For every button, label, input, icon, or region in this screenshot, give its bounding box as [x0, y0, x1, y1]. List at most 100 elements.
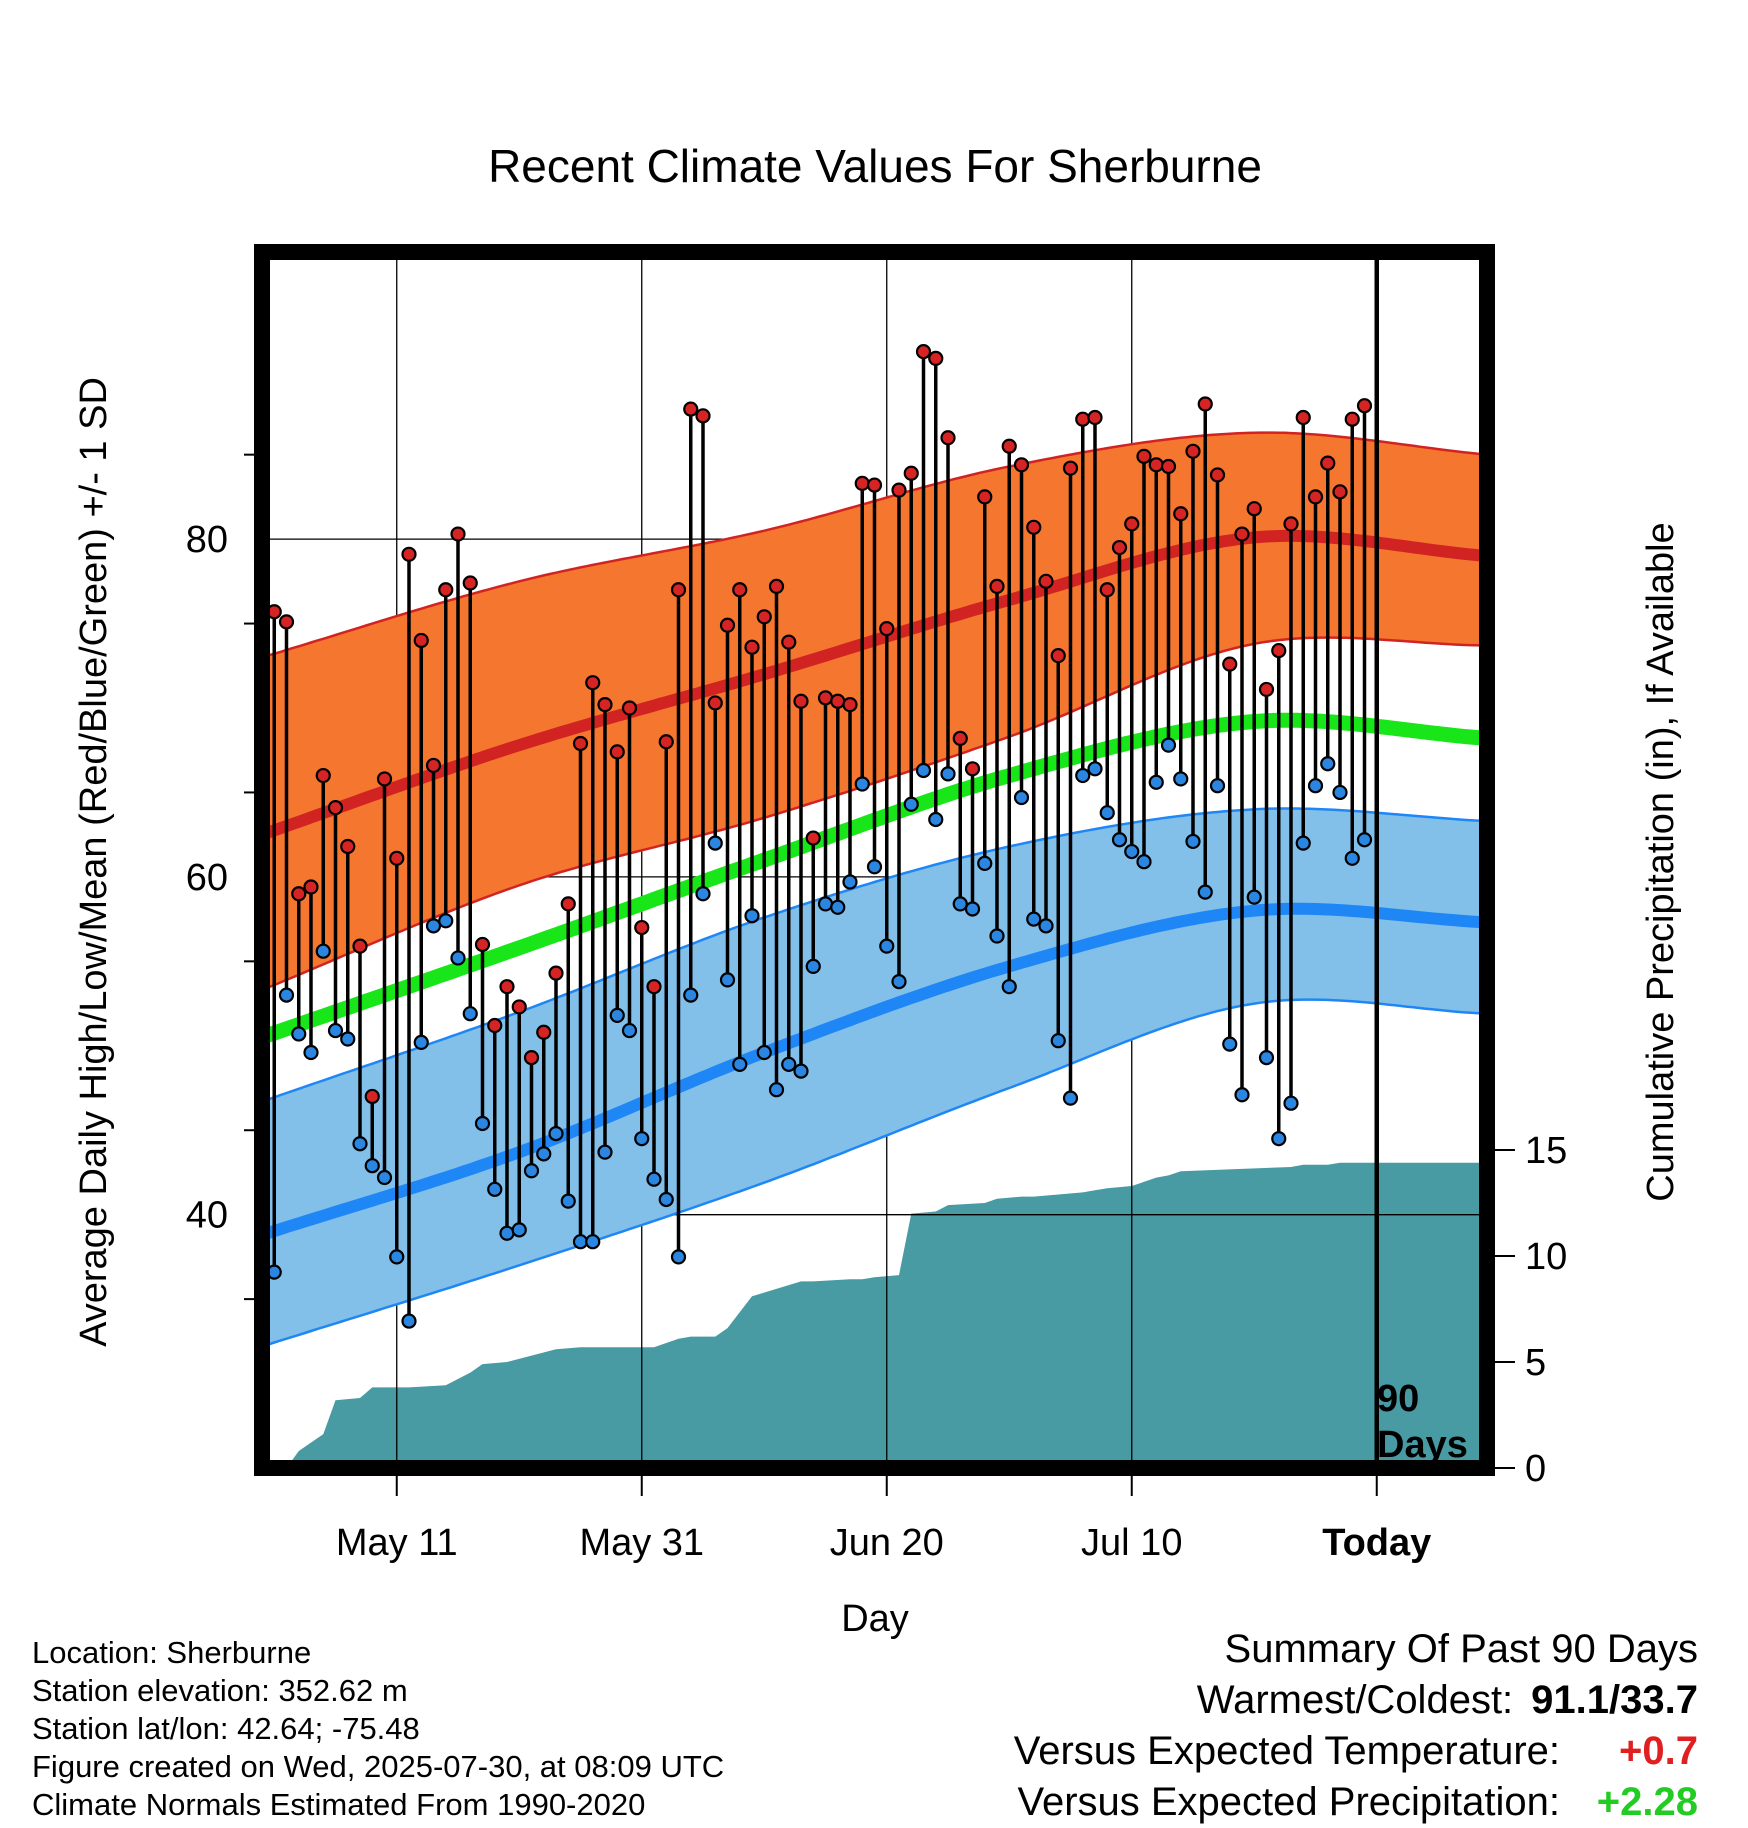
daily-low-point [511, 1222, 527, 1238]
today-days-label-2: Days [1377, 1424, 1468, 1466]
precip-delta-value: +2.28 [1596, 1780, 1698, 1824]
daily-low-point [879, 938, 895, 954]
x-tick-label: May 31 [579, 1522, 704, 1564]
daily-low-point [744, 908, 760, 924]
daily-high-point [695, 408, 711, 424]
daily-high-point [523, 1049, 540, 1066]
warm-cold-label: Warmest/Coldest: [1196, 1678, 1514, 1722]
daily-low-point [854, 776, 870, 792]
daily-high-point [572, 735, 589, 752]
y-right-tick-label: 10 [1525, 1236, 1567, 1278]
daily-low-point [756, 1044, 772, 1061]
daily-low-point [830, 899, 846, 915]
daily-high-point [1026, 519, 1042, 535]
daily-high-point [1124, 516, 1140, 532]
daily-high-point [732, 582, 748, 598]
daily-high-point [352, 938, 368, 954]
y-left-tick-label: 60 [186, 857, 228, 899]
y-right-tick-label: 0 [1525, 1448, 1546, 1490]
daily-low-point [352, 1136, 368, 1152]
daily-high-point [866, 477, 883, 493]
daily-low-point [952, 896, 968, 912]
normal-low-line [262, 902, 1487, 1241]
summary-temp: Versus Expected Temperature: +0.7 [1014, 1726, 1698, 1777]
daily-high-point [376, 771, 393, 787]
x-axis-label: Day [841, 1598, 909, 1640]
warm-cold-value: 91.1/33.7 [1531, 1678, 1698, 1722]
daily-high-point [928, 350, 944, 366]
daily-high-point [474, 936, 491, 953]
daily-high-point [585, 675, 601, 691]
daily-low-point [597, 1144, 613, 1160]
daily-low-point [1234, 1087, 1250, 1103]
daily-low-point [621, 1022, 638, 1039]
daily-high-point [1038, 573, 1054, 589]
daily-high-point [989, 578, 1005, 595]
daily-low-point [891, 973, 907, 990]
daily-low-point [915, 762, 932, 779]
daily-high-point [842, 697, 858, 713]
daily-low-point [1222, 1036, 1238, 1052]
daily-low-point [548, 1125, 564, 1142]
daily-low-point [536, 1146, 552, 1162]
daily-high-point [278, 614, 295, 630]
daily-high-point [670, 582, 687, 598]
daily-high-point [744, 639, 760, 655]
daily-low-point [793, 1063, 809, 1079]
daily-low-point [1295, 835, 1311, 851]
y-left-tick-label: 80 [186, 519, 228, 561]
daily-low-point [1111, 832, 1128, 848]
daily-low-point [327, 1022, 344, 1039]
today-days-label-1: 90 [1377, 1378, 1419, 1420]
daily-low-point [732, 1056, 748, 1072]
daily-low-point [989, 928, 1005, 944]
daily-low-point [1197, 884, 1213, 900]
y-right-tick-label: 15 [1525, 1130, 1567, 1172]
daily-low-point [1013, 789, 1030, 806]
daily-high-point [499, 979, 515, 995]
x-tick-label: Jun 20 [830, 1522, 944, 1564]
daily-low-point [1160, 737, 1177, 753]
x-tick-label: Today [1322, 1522, 1431, 1564]
daily-low-point [1075, 767, 1091, 784]
daily-high-point [462, 575, 478, 591]
daily-high-point [621, 700, 638, 716]
daily-high-point [327, 800, 344, 816]
daily-high-point [1246, 501, 1262, 517]
daily-high-point [1234, 526, 1250, 542]
daily-high-point [1013, 457, 1030, 473]
normal-low-band-upper-edge [262, 807, 1487, 1103]
daily-high-point [597, 697, 613, 713]
daily-low-point [462, 1006, 478, 1022]
daily-low-point [425, 918, 442, 934]
daily-high-point [1087, 409, 1103, 426]
daily-low-point [719, 972, 736, 988]
daily-low-point [1307, 778, 1324, 794]
daily-low-point [572, 1234, 589, 1250]
daily-low-point [1136, 854, 1152, 870]
daily-high-point [401, 546, 417, 562]
daily-points [266, 344, 1373, 1329]
daily-high-point [389, 850, 405, 866]
daily-low-point [303, 1044, 319, 1061]
daily-high-point [879, 621, 895, 637]
daily-low-point [340, 1031, 356, 1047]
daily-low-point [1173, 771, 1189, 787]
station-info: Location: Sherburne Station elevation: 3… [32, 1634, 724, 1824]
daily-high-point [1209, 467, 1226, 483]
daily-low-point [634, 1131, 650, 1147]
daily-low-point [1185, 833, 1201, 850]
daily-low-point [291, 1026, 307, 1042]
chart-title: Recent Climate Values For Sherburne [488, 140, 1262, 192]
precipitation-fill [262, 1162, 1487, 1468]
daily-low-point [1246, 889, 1262, 905]
daily-high-point [536, 1024, 552, 1040]
daily-high-point [891, 482, 907, 498]
daily-low-point [1320, 756, 1336, 772]
y-left-tick-label: 40 [186, 1195, 228, 1237]
daily-high-point [781, 634, 797, 650]
normals-text: Climate Normals Estimated From 1990-2020 [32, 1787, 646, 1822]
daily-low-point [376, 1169, 393, 1186]
daily-high-point [964, 761, 981, 777]
daily-high-point [1148, 457, 1164, 473]
